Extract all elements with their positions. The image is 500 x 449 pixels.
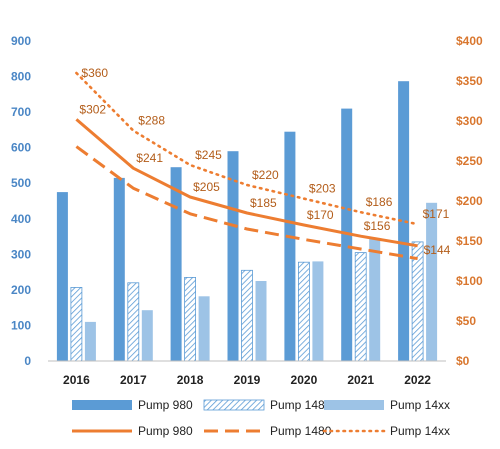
left-tick-label: 900: [11, 34, 31, 48]
data-label-pump-14xx-dotted: $186: [366, 195, 393, 209]
bar-pump-1480-hatched-2019: [241, 269, 253, 362]
left-tick-label: 0: [24, 354, 31, 368]
left-tick-label: 200: [11, 283, 31, 297]
data-label-pump-980-solid: $144: [424, 243, 451, 257]
right-tick-label: $250: [456, 154, 483, 168]
right-tick-label: $50: [456, 314, 476, 328]
data-label-pump-14xx-dotted: $220: [252, 168, 279, 182]
data-label-pump-14xx-dotted: $360: [81, 66, 108, 80]
x-tick-label: 2018: [177, 373, 204, 387]
bar-pump-1480-hatched-2021: [354, 252, 367, 362]
bar-pump-1480-hatched-2017: [127, 282, 140, 362]
bar-pump-980-solid-2022: [398, 81, 410, 361]
bar-pump-980-solid-2019: [227, 151, 239, 361]
data-label-pump-980-solid: $156: [364, 219, 391, 233]
bar-pump-980-solid-2016: [56, 192, 68, 361]
bar-pump-1480-hatched-2020: [297, 261, 310, 362]
line-pump-980-solid: [75, 118, 418, 248]
bar-pump-980-solid-2017: [113, 177, 125, 361]
left-tick-label: 500: [11, 176, 31, 190]
right-tick-label: $400: [456, 34, 483, 48]
line-pump-1480-dashed: [75, 145, 418, 261]
x-tick-label: 2021: [347, 373, 374, 387]
data-label-pump-980-solid: $302: [79, 102, 106, 116]
left-tick-label: 700: [11, 105, 31, 119]
bar-pump-1480-hatched-2022: [411, 241, 424, 362]
data-label-pump-14xx-dotted: $171: [423, 207, 450, 221]
bar-pump-14xx-light-2019: [255, 281, 267, 361]
legend-label: Pump 980: [138, 424, 193, 438]
x-tick-label: 2022: [404, 373, 431, 387]
line-pump-14xx-dotted: [75, 71, 419, 226]
data-label-pump-14xx-dotted: $203: [309, 182, 336, 196]
legend-label: Pump 14xx: [390, 398, 450, 412]
data-labels-group: $302 $241 $205 $185 $170 $156 $144 $360 $288 $245…: [79, 66, 450, 257]
right-tick-label: $350: [456, 74, 483, 88]
data-label-pump-14xx-dotted: $245: [195, 148, 222, 162]
bar-pump-1480-hatched-2018: [184, 276, 197, 362]
data-label-pump-980-solid: $170: [307, 208, 334, 222]
left-tick-label: 800: [11, 70, 31, 84]
right-tick-label: $200: [456, 194, 483, 208]
bar-pump-14xx-light-2020: [312, 261, 324, 361]
bar-pump-14xx-light-2017: [141, 310, 153, 361]
left-tick-label: 600: [11, 141, 31, 155]
right-tick-label: $0: [456, 354, 470, 368]
bar-pump-14xx-light-2016: [84, 321, 96, 361]
legend-label: Pump 980: [138, 398, 193, 412]
legend-swatch-bar-pump-1480-hatched: [203, 399, 265, 411]
line-series-group: [75, 71, 419, 261]
x-tick-label: 2020: [291, 373, 318, 387]
bar-pump-1480-hatched-2016: [70, 286, 83, 362]
legend-label: Pump 1480: [270, 398, 332, 412]
x-tick-label: 2019: [234, 373, 261, 387]
left-tick-label: 100: [11, 318, 31, 332]
bar-pump-980-solid-2018: [170, 167, 182, 361]
bar-pump-980-solid-2020: [284, 131, 296, 361]
right-tick-label: $100: [456, 274, 483, 288]
right-tick-label: $300: [456, 114, 483, 128]
legend-swatch-bar-pump-14xx-light: [324, 400, 384, 410]
legend-label: Pump 14xx: [390, 424, 450, 438]
axes-group: 0 100 200 300 400 500 600 700 800 900 $0 $50 $100 $15…: [11, 34, 483, 387]
data-label-pump-980-solid: $241: [136, 151, 163, 165]
bar-pump-14xx-light-2022: [426, 202, 438, 361]
data-label-pump-980-solid: $185: [250, 196, 277, 210]
data-label-pump-980-solid: $205: [193, 180, 220, 194]
left-tick-label: 300: [11, 247, 31, 261]
bar-pump-14xx-light-2021: [369, 238, 381, 361]
legend-label: Pump 1480: [270, 424, 332, 438]
x-tick-label: 2017: [120, 373, 147, 387]
legend-swatch-bar-pump-980-solid: [72, 400, 132, 410]
x-tick-label: 2016: [63, 373, 90, 387]
data-label-pump-14xx-dotted: $288: [138, 114, 165, 128]
legend: Pump 980 Pump 1480 Pump 14xx Pump 980 Pump 1…: [72, 398, 450, 438]
left-tick-label: 400: [11, 212, 31, 226]
right-tick-label: $150: [456, 234, 483, 248]
bar-pump-14xx-light-2018: [198, 296, 210, 361]
